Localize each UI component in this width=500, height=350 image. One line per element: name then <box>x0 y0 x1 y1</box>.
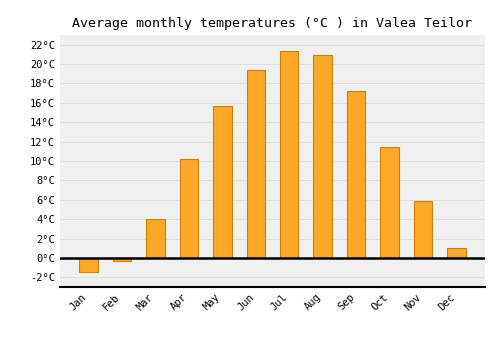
Bar <box>146 219 165 258</box>
Bar <box>180 159 198 258</box>
Bar <box>280 51 298 258</box>
Bar <box>380 147 399 258</box>
Bar <box>80 258 98 272</box>
Bar <box>246 70 265 258</box>
Bar <box>414 201 432 258</box>
Title: Average monthly temperatures (°C ) in Valea Teilor: Average monthly temperatures (°C ) in Va… <box>72 17 472 30</box>
Bar <box>314 55 332 258</box>
Bar <box>448 248 466 258</box>
Bar <box>213 106 232 258</box>
Bar <box>113 258 131 261</box>
Bar <box>347 91 366 258</box>
